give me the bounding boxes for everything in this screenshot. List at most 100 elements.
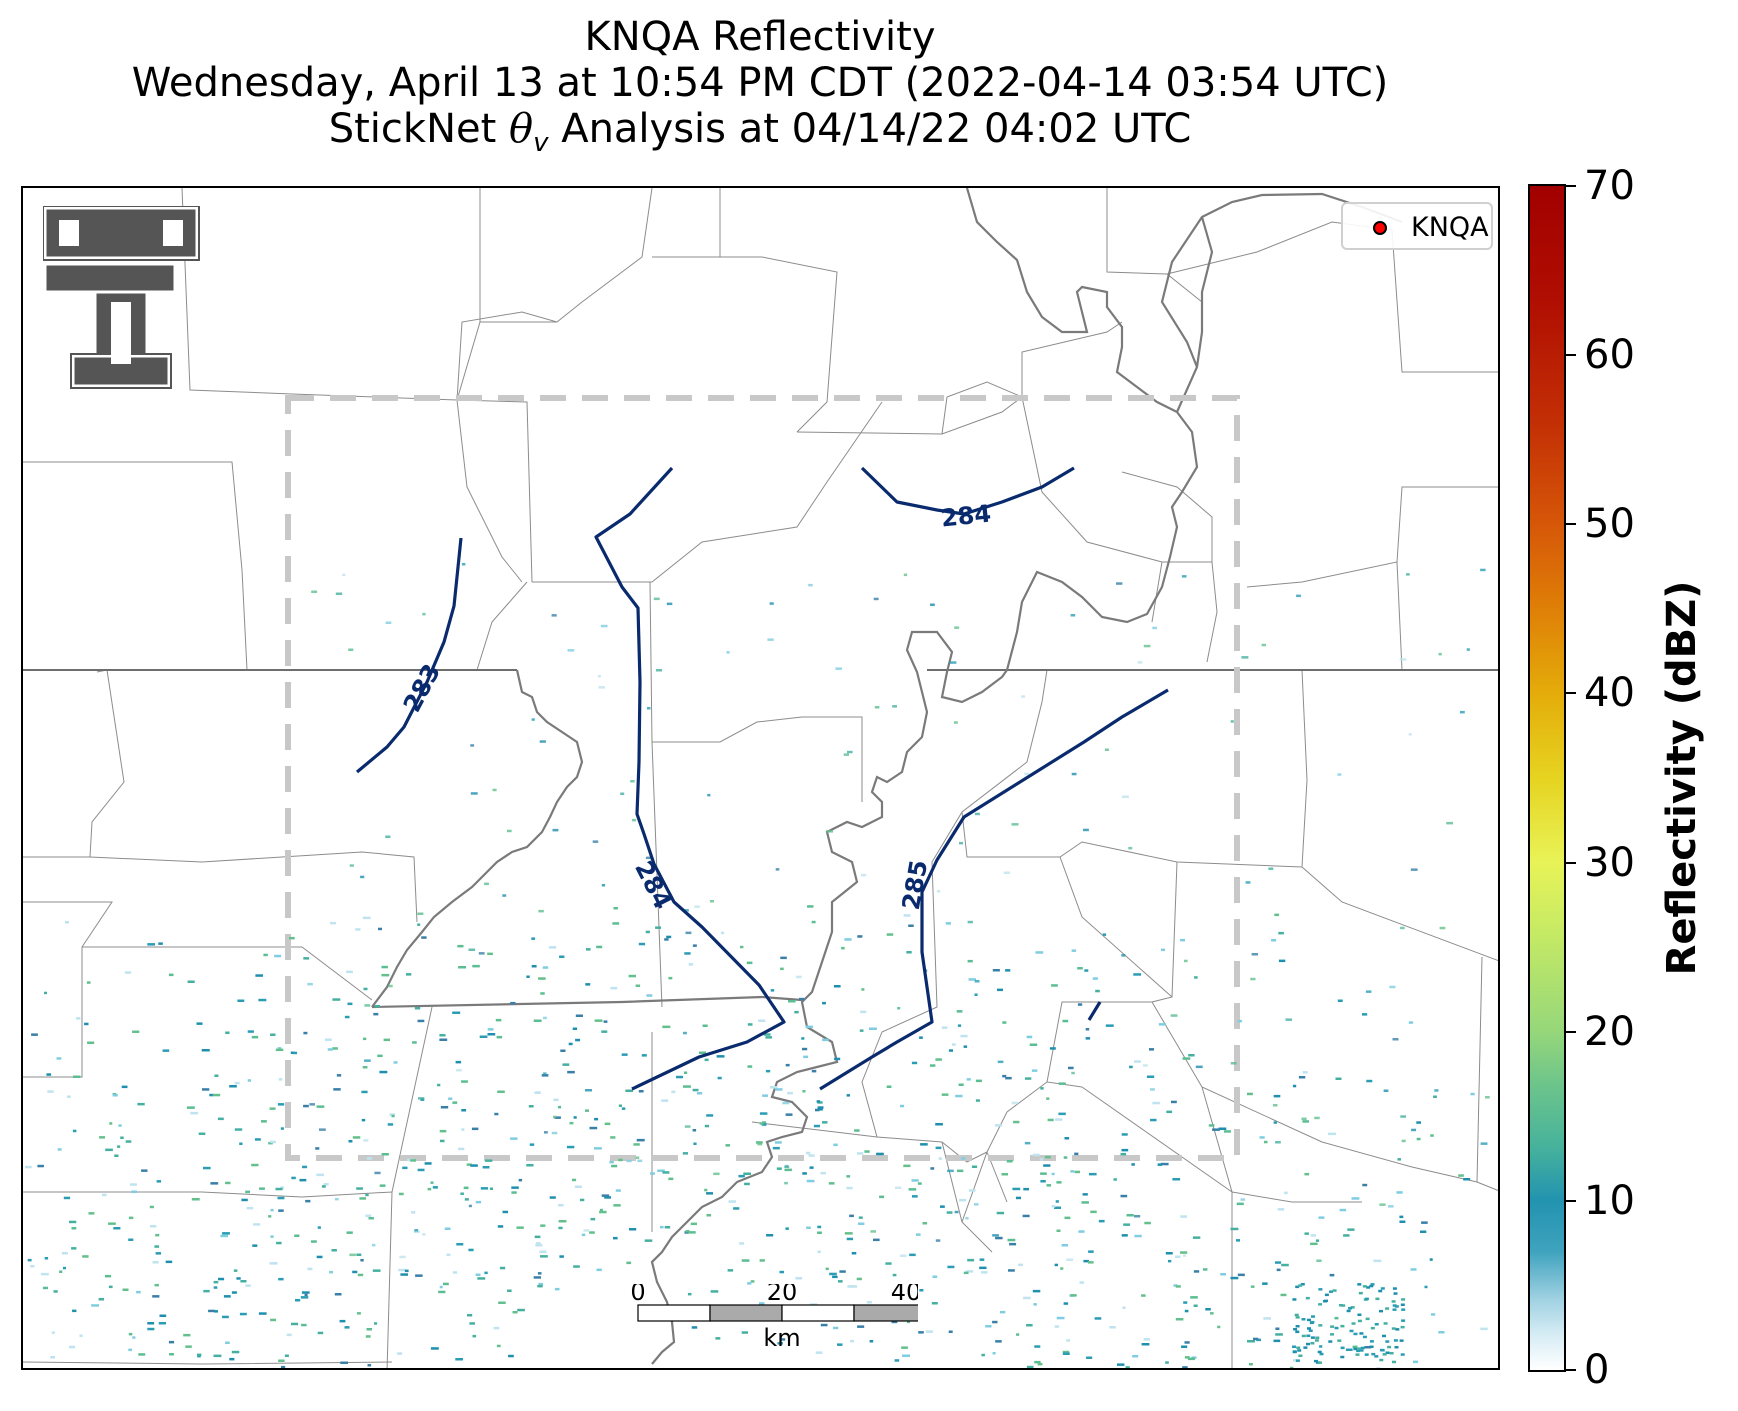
reflectivity-gate [661,1099,669,1102]
reflectivity-gate [1421,1221,1428,1224]
reflectivity-gate [997,1060,1004,1064]
reflectivity-gate [149,1205,154,1209]
title-line-3-prefix: StickNet [328,106,509,152]
reflectivity-gate [779,1270,784,1274]
reflectivity-gate [817,1108,823,1111]
reflectivity-gate [755,1141,763,1144]
reflectivity-gate [309,1103,315,1106]
reflectivity-gate [99,1136,105,1139]
reflectivity-gate [259,1187,265,1190]
reflectivity-gate [706,1192,713,1195]
reflectivity-gate [1340,1355,1345,1359]
reflectivity-gate [1166,1110,1173,1114]
reflectivity-gate [460,1192,464,1195]
reflectivity-gate [516,1226,524,1229]
reflectivity-gate [1446,821,1453,825]
reflectivity-gate [807,905,814,908]
reflectivity-gate [720,931,725,935]
reflectivity-gate [1088,1250,1094,1253]
reflectivity-gate [1158,1023,1166,1026]
reflectivity-gate [935,1058,942,1061]
county-boundaries [23,188,1498,1368]
reflectivity-gate [769,602,774,605]
reflectivity-gate [1240,1198,1246,1201]
texas-tech-double-t-logo [43,206,200,389]
reflectivity-gate [118,1124,122,1127]
reflectivity-gate [948,1330,953,1333]
reflectivity-gate [1077,967,1083,970]
reflectivity-gate [886,1085,892,1088]
reflectivity-gate [815,1108,820,1112]
reflectivity-gate [1089,1172,1097,1176]
reflectivity-gate [63,1266,66,1270]
colorbar-title: Reflectivity (dBZ) [1659,580,1705,976]
reflectivity-gate [583,1229,590,1232]
reflectivity-gate [231,1350,240,1354]
reflectivity-gate [239,1312,247,1316]
reflectivity-gate [548,946,557,949]
reflectivity-gate [1315,1239,1320,1242]
reflectivity-gate [1195,1065,1203,1069]
reflectivity-gate [1171,1100,1177,1104]
map-canvas: 283 284 284 285 [23,188,1498,1368]
reflectivity-gate [1366,1079,1373,1083]
reflectivity-gate [278,1078,283,1081]
reflectivity-gate [843,753,849,756]
reflectivity-gate [1292,1298,1297,1301]
reflectivity-gate [1146,1075,1155,1078]
reflectivity-gate [169,1353,174,1356]
colorbar-tick-label: 50 [1584,501,1635,548]
reflectivity-gate [1280,1293,1287,1297]
reflectivity-gate [974,993,978,996]
reflectivity-gate [650,1172,655,1175]
reflectivity-gate [573,1265,580,1268]
reflectivity-gate [539,1250,547,1253]
reflectivity-gate [439,1129,447,1133]
reflectivity-gate [1301,1117,1307,1121]
reflectivity-gate [822,1038,829,1042]
reflectivity-gate [357,1273,364,1277]
reflectivity-gate [671,1090,676,1094]
reflectivity-gate [220,1234,228,1238]
reflectivity-gate [538,1282,544,1286]
reflectivity-gate [132,1030,140,1033]
reflectivity-gate [931,1302,938,1305]
reflectivity-gate [1399,1220,1406,1223]
reflectivity-gate [903,1164,911,1168]
reflectivity-gate [1400,1115,1406,1118]
reflectivity-gate [1074,1170,1080,1174]
reflectivity-gate [452,1101,458,1104]
reflectivity-gate [1358,1291,1363,1295]
reflectivity-gate [1184,1356,1190,1359]
reflectivity-gate [1346,1309,1351,1313]
reflectivity-gate [816,1100,821,1103]
reflectivity-gate [839,1270,846,1273]
reflectivity-gate [1357,1319,1362,1323]
reflectivity-gate [557,1105,562,1109]
reflectivity-gate [71,1227,77,1230]
reflectivity-gate [334,1293,342,1296]
reflectivity-gate [1470,1092,1475,1096]
reflectivity-gate [613,1236,618,1240]
reflectivity-gate [112,1094,118,1097]
reflectivity-gate [974,980,980,983]
reflectivity-gate [811,920,816,924]
reflectivity-gate [1083,828,1089,832]
reflectivity-gate [1081,1201,1089,1204]
reflectivity-gate [66,1095,71,1098]
reflectivity-gate [1394,1346,1399,1349]
reflectivity-gate [1122,1306,1126,1309]
reflectivity-gate [647,707,651,710]
reflectivity-gate [1294,1313,1299,1317]
reflectivity-gate [585,1089,592,1092]
reflectivity-gate [1125,1366,1130,1368]
reflectivity-gate [344,1326,350,1329]
reflectivity-gate [741,1259,750,1262]
reflectivity-gate [655,926,661,929]
colorbar-tick-label: 10 [1584,1177,1635,1224]
reflectivity-gate [1272,1104,1278,1107]
reflectivity-gate [307,1267,313,1271]
reflectivity-gate [1400,926,1405,930]
reflectivity-gate [311,1240,317,1243]
reflectivity-gate [147,943,155,946]
